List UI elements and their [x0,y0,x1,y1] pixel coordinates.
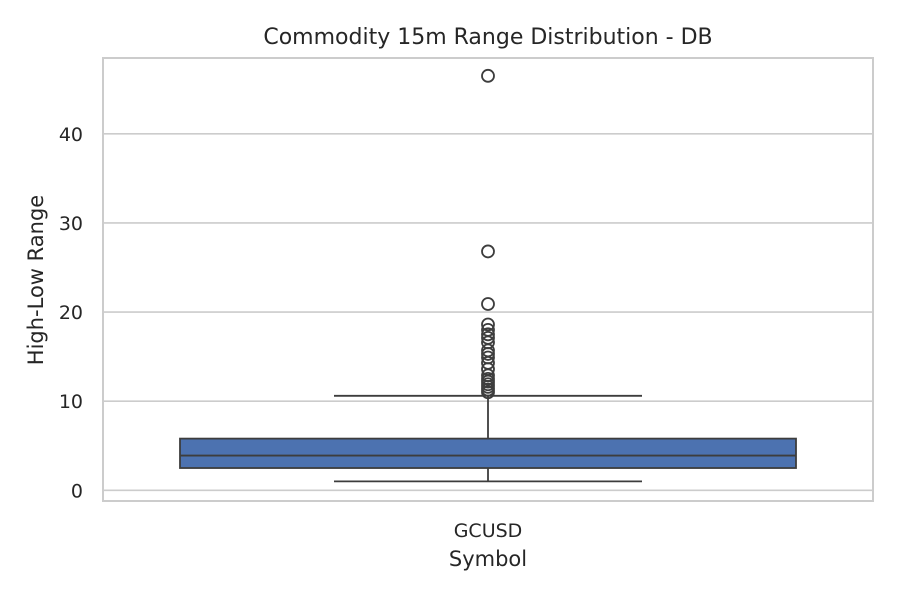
plot-frame [102,57,874,502]
x-axis-label: Symbol [449,547,527,571]
outlier-point [481,317,495,332]
outlier-point [481,244,495,259]
x-tick-label: GCUSD [454,520,523,542]
y-tick-label: 30 [59,213,83,235]
y-tick-label: 0 [71,480,83,502]
outlier-point [481,68,495,83]
outlier-point [481,371,495,386]
outlier-point [481,327,495,342]
outlier-point [481,350,495,365]
y-tick-label: 20 [59,302,83,324]
boxes [179,68,797,483]
outlier-point [481,322,495,337]
chart-title: Commodity 15m Range Distribution - DB [263,25,712,50]
outlier-point [481,330,495,345]
y-tick-label: 10 [59,391,83,413]
grid-lines [103,132,873,492]
x-tick-labels: GCUSD [454,520,523,542]
interquartile-box [179,437,797,469]
box-gcusd [179,68,797,483]
y-tick-labels: 0 10 20 30 40 [59,124,83,503]
outlier-point [481,297,495,311]
y-axis-label: High-Low Range [24,195,48,365]
y-tick-label: 40 [59,124,83,146]
